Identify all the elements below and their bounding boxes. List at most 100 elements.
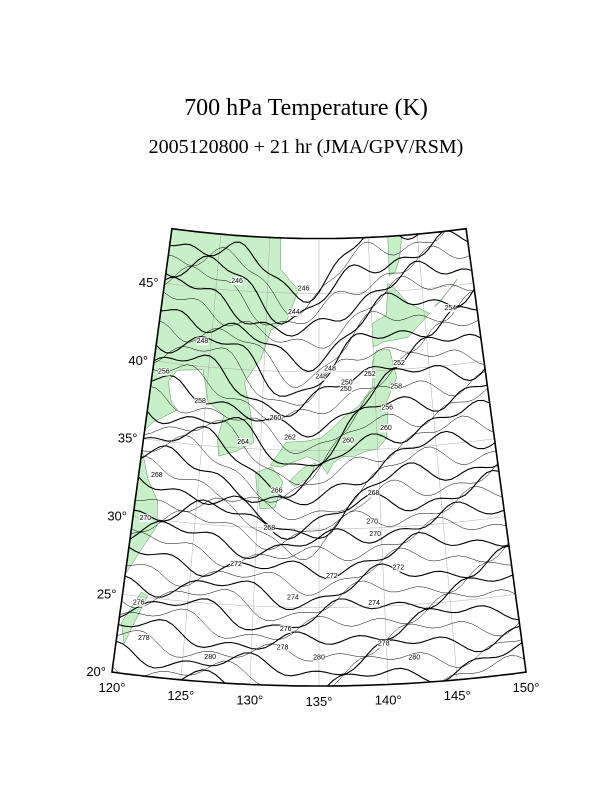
- contour-label-bg: [263, 524, 276, 533]
- contour-label: 278: [378, 641, 390, 648]
- contour-label: 266: [271, 488, 283, 495]
- isotherm: [138, 370, 497, 455]
- isotherm: [113, 531, 520, 596]
- contour-label: 270: [140, 515, 152, 522]
- isotherm: [112, 624, 526, 677]
- contour-label-bg: [363, 370, 376, 379]
- contour-label-bg: [196, 337, 209, 346]
- contour-label: 250: [340, 386, 352, 393]
- contour-label: 256: [381, 405, 393, 412]
- contour-label: 246: [298, 286, 310, 293]
- contour-label: 272: [392, 564, 404, 571]
- lon-label: 120°: [99, 680, 126, 695]
- contour-label-bg: [137, 634, 150, 643]
- landmass: [371, 283, 431, 348]
- isotherm: [132, 384, 499, 486]
- isotherm: [116, 531, 521, 580]
- contour-label-bg: [157, 367, 170, 376]
- contour-label: 260: [342, 438, 354, 445]
- isotherm: [146, 306, 488, 397]
- contour-label: 280: [313, 655, 325, 662]
- meridian: [180, 234, 221, 680]
- contour-label: 258: [390, 384, 402, 391]
- isotherm: [112, 589, 526, 640]
- contour-label-bg: [444, 304, 457, 313]
- landmass: [434, 278, 458, 307]
- contour-label: 248: [315, 374, 327, 381]
- contour-label: 264: [237, 439, 249, 446]
- isotherm: [136, 377, 498, 467]
- isotherm: [112, 545, 523, 610]
- contour-label-bg: [393, 359, 406, 368]
- contour-label-bg: [286, 593, 299, 602]
- isotherm: [128, 430, 507, 506]
- contour-label: 260: [270, 415, 282, 422]
- contour-label-bg: [340, 378, 353, 387]
- subtitle: 2005120800 + 21 hr (JMA/GPV/RSM): [149, 136, 464, 158]
- land: [112, 228, 458, 686]
- lon-label: 150°: [513, 680, 540, 695]
- lon-label: 130°: [236, 692, 263, 707]
- contour-label-bg: [276, 643, 289, 652]
- contour-label: 280: [408, 655, 420, 662]
- contour-label-bg: [390, 382, 403, 391]
- contour-label-bg: [283, 433, 296, 442]
- lat-label: 35°: [118, 431, 138, 446]
- isotherm: [123, 454, 509, 560]
- isotherm: [112, 561, 525, 622]
- contour-label: 248: [324, 366, 336, 373]
- contour-label-bg: [204, 652, 217, 661]
- contour-label: 280: [204, 654, 216, 661]
- parallel: [132, 516, 506, 530]
- contour-label-bg: [377, 639, 390, 648]
- contour-label-bg: [297, 284, 310, 293]
- contour-label: 248: [197, 338, 209, 345]
- contour-label-bg: [230, 560, 243, 569]
- contour-label: 246: [231, 278, 243, 285]
- contour-label-bg: [325, 572, 338, 581]
- isotherm: [127, 446, 509, 520]
- contour-label: 278: [277, 645, 289, 652]
- contour-label-bg: [270, 486, 283, 495]
- contour-label: 256: [158, 369, 170, 376]
- contour-label: 274: [368, 600, 380, 607]
- meridian: [417, 234, 458, 680]
- contour-label: 252: [393, 360, 405, 367]
- isotherm: [112, 572, 526, 631]
- isotherm: [130, 415, 506, 503]
- isotherm: [142, 318, 490, 406]
- title: 700 hPa Temperature (K): [184, 95, 428, 121]
- contour-label-bg: [342, 436, 355, 445]
- contour-label-bg: [315, 372, 328, 381]
- contour-label-bg: [269, 414, 282, 423]
- contour-label-bg: [132, 598, 145, 607]
- contour-label: 252: [364, 371, 376, 378]
- landmass: [112, 228, 299, 686]
- isotherm: [116, 501, 517, 560]
- contour-label-bg: [381, 403, 394, 412]
- lon-label: 135°: [306, 694, 333, 709]
- lat-label: 45°: [139, 275, 159, 290]
- isotherm: [112, 605, 526, 650]
- lat-label: 20°: [86, 664, 106, 679]
- contour-label-bg: [392, 563, 405, 572]
- contour-label-bg: [408, 653, 421, 662]
- isotherm: [153, 245, 480, 326]
- axis-labels: 20° 25° 30° 35° 40° 45° 120° 125° 130° 135° 140° 14…: [86, 275, 539, 709]
- contour-label: 274: [287, 595, 299, 602]
- parallel: [164, 282, 474, 294]
- contour-label-bg: [231, 277, 244, 286]
- isotherm: [156, 230, 479, 325]
- contour-label: 258: [194, 398, 206, 405]
- lat-label: 25°: [97, 586, 117, 601]
- isotherm: [130, 399, 503, 498]
- landmass: [288, 462, 316, 487]
- contour-label: 262: [284, 434, 296, 441]
- contour-label: 270: [369, 531, 381, 538]
- contour-label: 272: [326, 573, 338, 580]
- contour-label: 278: [138, 635, 150, 642]
- contour-label: 268: [151, 472, 163, 479]
- isotherm: [141, 349, 496, 422]
- contour-label-bg: [287, 308, 300, 317]
